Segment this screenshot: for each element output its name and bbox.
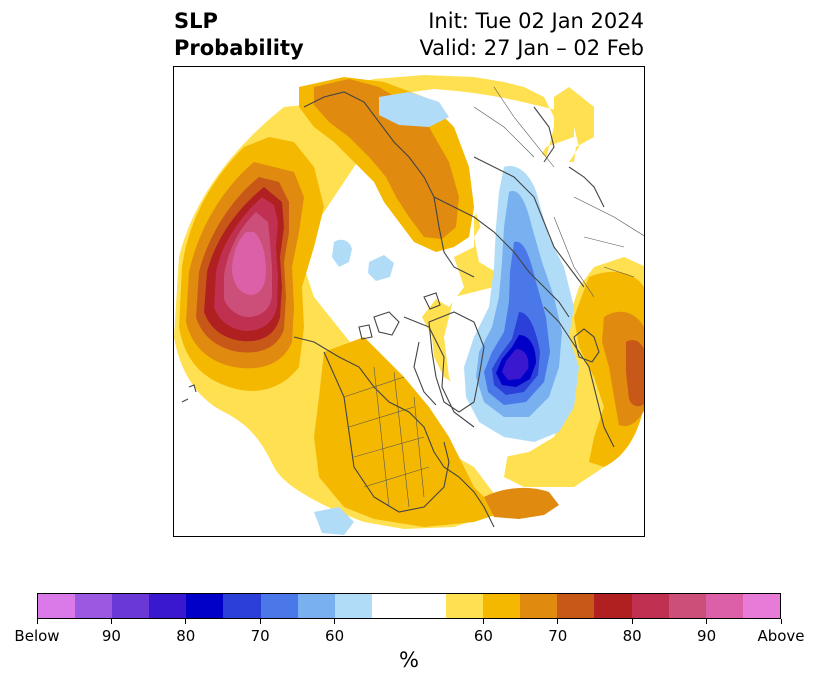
date-block: Init: Tue 02 Jan 2024 Valid: 27 Jan – 02… <box>419 8 644 62</box>
coastline-europe <box>543 306 615 448</box>
colorbar-tick-mark <box>110 619 112 624</box>
colorbar-segment <box>297 594 335 618</box>
region-below-60-arctic-2 <box>368 255 394 281</box>
colorbar <box>37 593 781 619</box>
colorbar-segment <box>557 594 595 618</box>
title-block: SLP Probability <box>174 8 304 62</box>
colorbar-tick-label: 90 <box>101 627 121 645</box>
colorbar-segment <box>742 594 780 618</box>
region-above-75-east <box>626 340 644 407</box>
colorbar-segment <box>483 594 521 618</box>
colorbar-tick-label: 70 <box>250 627 270 645</box>
colorbar-tick-label: 60 <box>473 627 493 645</box>
colorbar-segment <box>631 594 669 618</box>
colorbar-segment <box>260 594 298 618</box>
colorbar-segment <box>334 594 372 618</box>
colorbar-tick-mark <box>557 619 559 624</box>
region-below-60-north <box>379 92 449 127</box>
colorbar-segment <box>186 594 224 618</box>
colorbar-tick-label: 90 <box>697 627 717 645</box>
valid-range: Valid: 27 Jan – 02 Feb <box>419 36 644 60</box>
country-borders-eurasia <box>473 86 644 298</box>
colorbar-unit: % <box>399 648 419 672</box>
region-above-65-na <box>314 337 504 527</box>
colorbar-segment <box>371 594 409 618</box>
probability-map <box>173 66 645 537</box>
colorbar-tick-mark <box>334 619 336 624</box>
colorbar-tick-mark <box>706 619 708 624</box>
coastline-greenland <box>428 311 485 413</box>
title-line-2: Probability <box>174 36 304 60</box>
init-date: Init: Tue 02 Jan 2024 <box>428 9 644 33</box>
region-below-60-pacific <box>314 507 354 535</box>
colorbar-segment <box>408 594 447 618</box>
colorbar-segment <box>446 594 484 618</box>
region-below-85 <box>502 349 529 380</box>
colorbar-segment <box>75 594 113 618</box>
region-above-95 <box>232 232 266 295</box>
colorbar-tick-mark <box>482 619 484 624</box>
colorbar-segment <box>112 594 150 618</box>
title-line-1: SLP <box>174 9 218 33</box>
colorbar-tick-label: 60 <box>325 627 345 645</box>
colorbar-segment <box>594 594 632 618</box>
colorbar-tick-label: 70 <box>548 627 568 645</box>
state-borders <box>343 366 430 508</box>
coastline-islands <box>181 292 441 403</box>
colorbar-tick-label: Below <box>14 627 60 645</box>
colorbar-tick-mark <box>36 619 38 624</box>
colorbar-tick-label: 80 <box>622 627 642 645</box>
map-canvas <box>174 75 644 535</box>
colorbar-segment <box>705 594 743 618</box>
colorbar-segment <box>223 594 261 618</box>
border-layer <box>343 86 644 508</box>
colorbar-tick-label: Above <box>757 627 805 645</box>
colorbar-tick-mark <box>259 619 261 624</box>
region-above-70-north <box>314 79 459 239</box>
region-below-60-arctic <box>332 239 352 267</box>
colorbar-tick-mark <box>780 619 782 624</box>
shading-layer <box>174 75 644 535</box>
colorbar-segment <box>668 594 706 618</box>
colorbar-segment <box>149 594 187 618</box>
coastline-eurasia <box>303 91 605 318</box>
region-above-70-atlantic <box>484 487 559 519</box>
colorbar-segment <box>38 594 76 618</box>
colorbar-segment <box>520 594 558 618</box>
colorbar-tick-label: 80 <box>176 627 196 645</box>
colorbar-tick-mark <box>631 619 633 624</box>
colorbar-tick-mark <box>185 619 187 624</box>
